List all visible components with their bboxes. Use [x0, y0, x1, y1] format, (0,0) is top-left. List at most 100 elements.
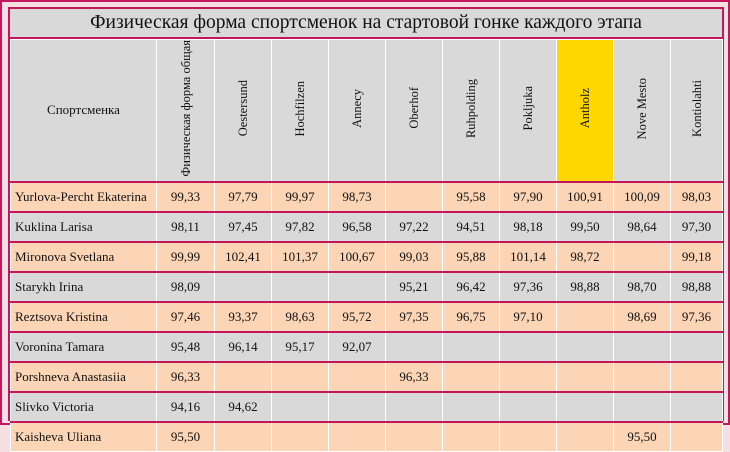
stage-value: [385, 330, 443, 363]
stage-value: [385, 180, 443, 213]
stage-value: 95,21: [385, 270, 443, 303]
fitness-table: Спортсменка Физическая форма общая Oeste…: [10, 38, 723, 452]
column-header-athlete: Спортсменка: [10, 38, 157, 183]
column-header-label: Annecy: [350, 88, 364, 128]
overall-value: 98,09: [156, 270, 215, 303]
stage-value: 98,88: [556, 270, 614, 303]
stage-value: [499, 420, 557, 452]
column-header-label: Antholz: [578, 88, 592, 129]
table-title: Физическая форма спортсменок на стартово…: [10, 9, 722, 39]
header-row: Спортсменка Физическая форма общая Oeste…: [10, 38, 723, 183]
stage-value: [271, 270, 329, 303]
table-row: Kuklina Larisa 98,11 97,45 97,82 96,58 97,22 9…: [10, 210, 723, 243]
column-header-label: Ruhpolding: [464, 78, 478, 138]
column-header-oberhof: Oberhof: [385, 38, 443, 183]
column-header-label: Oestersund: [236, 80, 250, 137]
overall-value: 98,11: [156, 210, 215, 243]
athlete-name: Kaisheva Uliana: [10, 420, 157, 452]
stage-value: [442, 360, 500, 393]
stage-value: 98,69: [613, 300, 671, 333]
stage-value: 95,17: [271, 330, 329, 363]
stage-value: [556, 390, 614, 423]
stage-value: 92,07: [328, 330, 386, 363]
stage-value: 96,14: [214, 330, 272, 363]
stage-value: [613, 330, 671, 363]
stage-value: 98,73: [328, 180, 386, 213]
stage-value: 97,90: [499, 180, 557, 213]
stage-value: 96,42: [442, 270, 500, 303]
stage-value: [271, 390, 329, 423]
stage-value: [556, 330, 614, 363]
table-row: Starykh Irina 98,09 95,21 96,42 97,36 98,88 98…: [10, 270, 723, 303]
overall-value: 95,50: [156, 420, 215, 452]
overall-value: 94,16: [156, 390, 215, 423]
stage-value: 96,58: [328, 210, 386, 243]
stage-value: 100,91: [556, 180, 614, 213]
table-body: Yurlova-Percht Ekaterina 99,33 97,79 99,97 9…: [10, 180, 723, 452]
stage-value: [214, 360, 272, 393]
stage-value: 97,79: [214, 180, 272, 213]
column-header-hochfilzen: Hochfilzen: [271, 38, 329, 183]
stage-value: 95,88: [442, 240, 500, 273]
table-row: Slivko Victoria 94,16 94,62: [10, 390, 723, 423]
stage-value: 102,41: [214, 240, 272, 273]
stage-value: [499, 330, 557, 363]
stage-value: 94,51: [442, 210, 500, 243]
stage-value: [670, 330, 723, 363]
stage-value: [385, 420, 443, 452]
stage-value: 99,03: [385, 240, 443, 273]
column-header-overall: Физическая форма общая: [156, 38, 215, 183]
table-row: Porshneva Anastasiia 96,33 96,33: [10, 360, 723, 393]
column-header-antholz: Antholz: [556, 38, 614, 183]
stage-value: 96,33: [385, 360, 443, 393]
athlete-name: Porshneva Anastasiia: [10, 360, 157, 393]
stage-value: 97,22: [385, 210, 443, 243]
stage-value: [613, 390, 671, 423]
athlete-name: Slivko Victoria: [10, 390, 157, 423]
stage-value: [442, 390, 500, 423]
column-header-label: Pokljuka: [521, 86, 535, 131]
stage-value: 95,72: [328, 300, 386, 333]
column-header-ruhpolding: Ruhpolding: [442, 38, 500, 183]
stage-value: 97,36: [670, 300, 723, 333]
stage-value: [442, 330, 500, 363]
stage-value: [328, 270, 386, 303]
stage-value: [556, 420, 614, 452]
athlete-name: Starykh Irina: [10, 270, 157, 303]
overall-value: 99,99: [156, 240, 215, 273]
table-row: Mironova Svetlana 99,99 102,41 101,37 100,67…: [10, 240, 723, 273]
stage-value: 98,64: [613, 210, 671, 243]
column-header-label: Nove Mesto: [635, 77, 649, 140]
stage-value: 93,37: [214, 300, 272, 333]
stage-value: [271, 420, 329, 452]
stage-value: 98,63: [271, 300, 329, 333]
stage-value: [499, 390, 557, 423]
stage-value: [670, 420, 723, 452]
stage-value: 98,70: [613, 270, 671, 303]
stage-value: 94,62: [214, 390, 272, 423]
stage-value: [670, 390, 723, 423]
column-header-label: Kontiolahti: [689, 79, 704, 137]
column-header-label: Hochfilzen: [293, 80, 307, 137]
column-header-pokljuka: Pokljuka: [499, 38, 557, 183]
column-header-overall-label: Физическая форма общая: [178, 40, 193, 177]
stage-value: 99,97: [271, 180, 329, 213]
stage-value: 95,50: [613, 420, 671, 452]
stage-value: 100,67: [328, 240, 386, 273]
stage-value: 99,50: [556, 210, 614, 243]
stage-value: [613, 240, 671, 273]
column-header-annecy: Annecy: [328, 38, 386, 183]
athlete-name: Voronina Tamara: [10, 330, 157, 363]
stage-value: 98,88: [670, 270, 723, 303]
stage-value: [271, 360, 329, 393]
stage-value: [214, 270, 272, 303]
table-row: Voronina Tamara 95,48 96,14 95,17 92,07: [10, 330, 723, 363]
stage-value: 96,75: [442, 300, 500, 333]
overall-value: 96,33: [156, 360, 215, 393]
stage-value: 98,72: [556, 240, 614, 273]
stage-value: [613, 360, 671, 393]
stage-value: [670, 360, 723, 393]
table-container: Физическая форма спортсменок на стартово…: [8, 7, 724, 452]
stage-value: 98,03: [670, 180, 723, 213]
